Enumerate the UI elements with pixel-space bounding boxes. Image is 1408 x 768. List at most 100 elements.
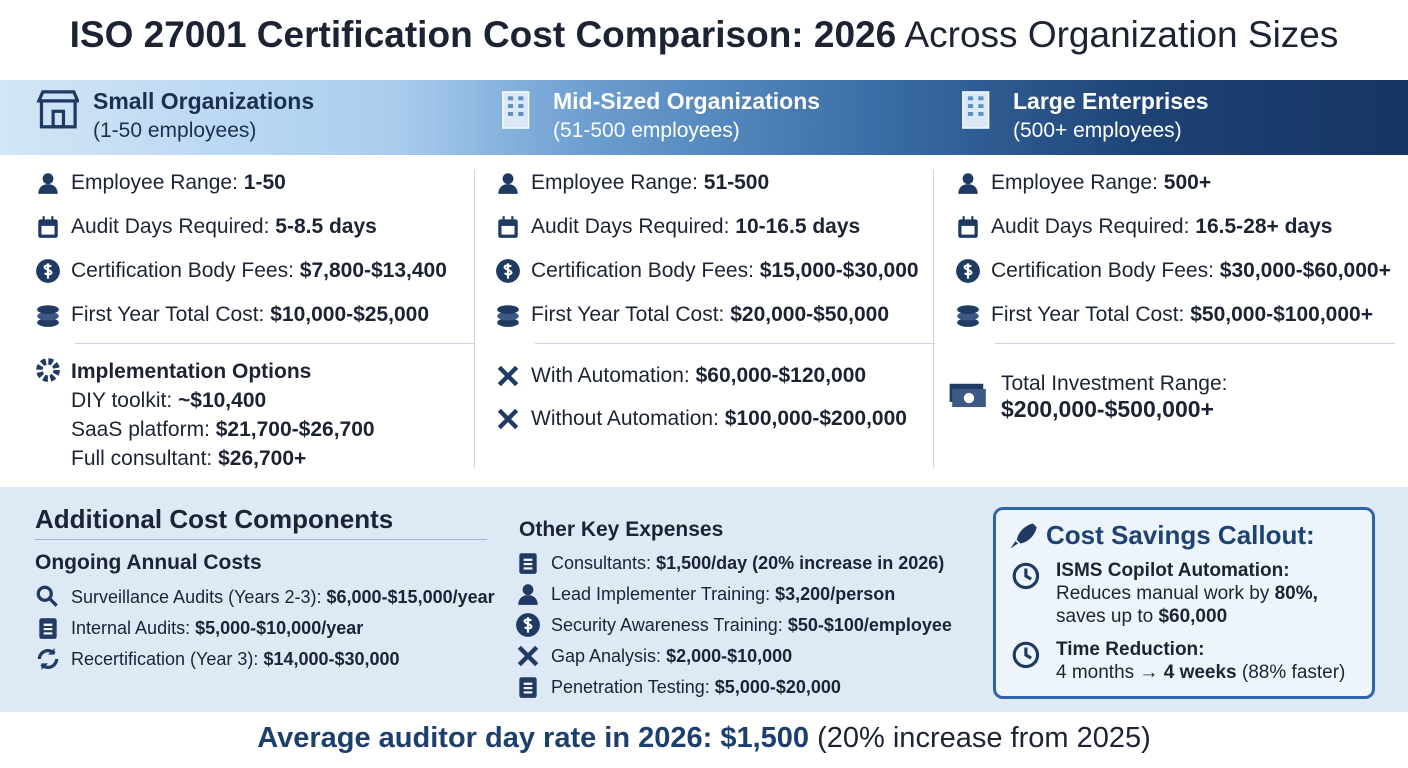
icon: [518, 584, 538, 605]
cost-row: Consultants: $1,500/day (20% increase in…: [515, 550, 944, 576]
label: First Year Total Cost:: [71, 303, 265, 326]
cost-row: Surveillance Audits (Years 2-3): $6,000-…: [35, 584, 495, 610]
value: 16.5-28+ days: [1195, 215, 1333, 238]
icon-part: [501, 225, 515, 235]
icon-part: [971, 216, 974, 222]
label: Certification Body Fees:: [531, 259, 754, 282]
icon-part: [47, 596, 58, 607]
label: Audit Days Required:: [991, 215, 1190, 238]
icon-part: [497, 408, 519, 430]
subheading: Other Key Expenses: [519, 518, 724, 541]
icon: [1010, 523, 1037, 548]
text: 4 months →: [1056, 662, 1159, 683]
icon: [956, 259, 980, 283]
label: Employee Range:: [71, 171, 238, 194]
value: $10,000-$25,000: [270, 303, 430, 326]
tier-header: Small Organizations (1-50 employees): [35, 88, 314, 143]
divider: [995, 343, 1395, 344]
footer-bold: Average auditor day rate in 2026: $1,500: [257, 722, 810, 754]
icon: [962, 91, 990, 129]
icon: [36, 358, 60, 382]
icon-part: [497, 365, 519, 387]
icon-part: [1016, 523, 1037, 543]
icon-part: [967, 96, 984, 116]
icon-part: [962, 216, 965, 222]
text: Reduces manual work by: [1056, 583, 1270, 604]
icon-part: [523, 558, 533, 570]
cost-row: With Automation: $60,000-$120,000: [495, 363, 866, 389]
icon-part: [502, 91, 530, 129]
icon: [38, 173, 58, 194]
cost-row: Audit Days Required: 16.5-28+ days: [955, 214, 1332, 240]
value: 5-8.5 days: [275, 215, 377, 238]
icon: [958, 216, 978, 238]
layout-box: Cost Savings Callout:: [1008, 520, 1372, 551]
tier-name: Small Organizations: [93, 88, 315, 114]
footer-rest: (20% increase from 2025): [817, 722, 1151, 754]
icon: [516, 613, 540, 637]
label: Security Awareness Training:: [551, 614, 783, 635]
value: $200,000-$500,000+: [1001, 396, 1214, 422]
icon-part: [43, 623, 53, 635]
icon-part: [497, 305, 519, 314]
icon-part: [503, 263, 513, 279]
cost-row: Without Automation: $100,000-$200,000: [495, 406, 907, 432]
label: Employee Range:: [991, 171, 1158, 194]
layout-box: Large Enterprises (500+ employees): [1013, 88, 1209, 143]
label: Employee Range:: [531, 171, 698, 194]
icon: [502, 91, 530, 129]
icon-part: [41, 648, 55, 670]
value: $15,000-$30,000: [759, 259, 919, 282]
value: $50,000-$100,000+: [1190, 303, 1373, 326]
value: $21,700-$26,700: [215, 418, 375, 441]
layout-box: Security Awareness Training: $50-$100/em…: [551, 615, 952, 636]
layout-box: Implementation Options DIY toolkit: ~$10…: [71, 357, 375, 473]
value: $50-$100/employee: [787, 614, 952, 635]
icon-part: [37, 305, 59, 314]
cost-row: Employee Range: 51-500: [495, 170, 769, 196]
icon-part: [37, 318, 59, 327]
tier-name: Large Enterprises: [1013, 88, 1209, 114]
icon-part: [1024, 568, 1032, 581]
highlight: 4 weeks: [1163, 662, 1237, 683]
icon-part: [36, 585, 53, 602]
heading: Implementation Options: [71, 360, 312, 383]
icon: [496, 259, 520, 283]
label: Lead Implementer Training:: [551, 583, 771, 604]
cost-row: Certification Body Fees: $7,800-$13,400: [35, 258, 447, 284]
cost-row: Lead Implementer Training: $3,200/person: [515, 581, 895, 607]
icon: [38, 216, 58, 238]
title-rest: Across Organization Sizes: [904, 14, 1339, 55]
layout-box: Certification Body Fees: $7,800-$13,400: [71, 259, 447, 283]
icon: [37, 648, 59, 670]
layout-box: First Year Total Cost: $50,000-$100,000+: [991, 303, 1373, 327]
label: Audit Days Required:: [531, 215, 730, 238]
layout-box: 4 months → 4 weeks (88% faster): [1056, 661, 1345, 684]
layout-box: First Year Total Cost: $10,000-$25,000: [71, 303, 429, 327]
label: Full consultant:: [71, 447, 213, 470]
icon: [36, 90, 79, 129]
value: $3,200/person: [775, 583, 896, 604]
label: Without Automation:: [531, 407, 719, 430]
divider: [474, 170, 475, 468]
icon-part: [43, 263, 53, 279]
layout-box: saves up to $60,000: [1056, 605, 1318, 628]
icon-part: [957, 318, 979, 327]
value: ~$10,400: [178, 389, 267, 412]
highlight: $60,000: [1158, 606, 1228, 627]
cost-row: Penetration Testing: $5,000-$20,000: [515, 674, 841, 700]
layout-box: SaaS platform: $21,700-$26,700: [71, 415, 375, 444]
text: saves up to: [1056, 606, 1154, 627]
callout-heading: ISMS Copilot Automation:: [1056, 560, 1290, 581]
layout-box: With Automation: $60,000-$120,000: [531, 364, 866, 388]
label: Audit Days Required:: [71, 215, 270, 238]
icon-part: [51, 109, 66, 129]
callout: Cost Savings Callout: ISMS Copilot Autom…: [993, 507, 1375, 699]
icon-part: [1012, 562, 1040, 590]
divider: [933, 170, 934, 468]
label: First Year Total Cost:: [991, 303, 1185, 326]
layout-box: Small Organizations (1-50 employees): [93, 88, 314, 143]
value: $26,700+: [218, 447, 307, 470]
cost-row: Gap Analysis: $2,000-$10,000: [515, 643, 792, 669]
icon-part: [962, 173, 974, 185]
